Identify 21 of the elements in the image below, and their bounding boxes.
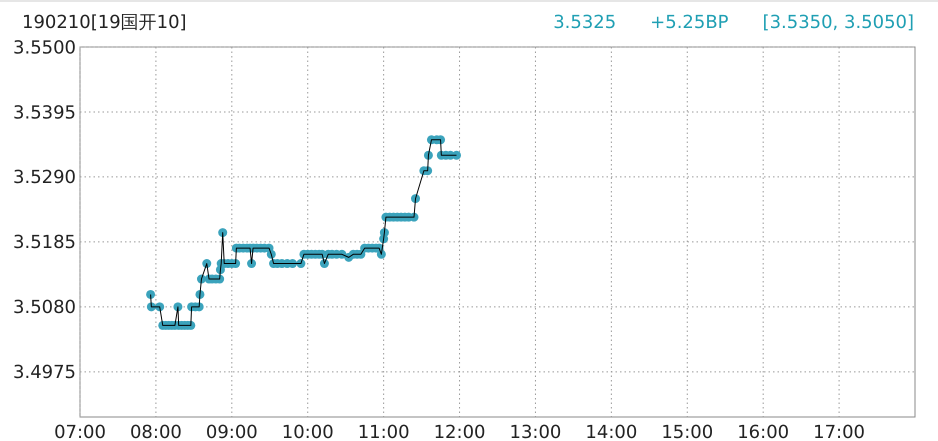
x-tick-label: 08:00 <box>130 422 182 441</box>
x-tick-label: 09:00 <box>206 422 258 441</box>
text: [3.5350, 3.5050] <box>762 12 914 32</box>
y-tick-label: 3.5290 <box>13 167 76 188</box>
x-tick-label: 17:00 <box>813 422 866 441</box>
text: +5.25BP <box>650 12 729 32</box>
y-tick-label: 3.5080 <box>13 297 76 318</box>
x-tick-label: 13:00 <box>510 422 562 441</box>
x-tick-label: 10:00 <box>282 422 334 441</box>
x-tick-label: 11:00 <box>358 422 410 441</box>
text: 3.5325 <box>553 12 616 32</box>
y-tick-label: 3.4975 <box>13 362 76 384</box>
y-tick-label: 3.5395 <box>13 102 76 124</box>
x-tick-label: 07:00 <box>54 422 106 441</box>
x-tick-label: 16:00 <box>737 422 790 441</box>
y-tick-label: 3.5500 <box>13 37 76 58</box>
x-tick-label: 12:00 <box>434 422 486 441</box>
x-tick-label: 14:00 <box>585 422 638 441</box>
y-tick-label: 3.5185 <box>13 232 76 254</box>
chart-title: 190210[19国开10] <box>22 11 187 34</box>
x-tick-label: 15:00 <box>661 422 714 441</box>
